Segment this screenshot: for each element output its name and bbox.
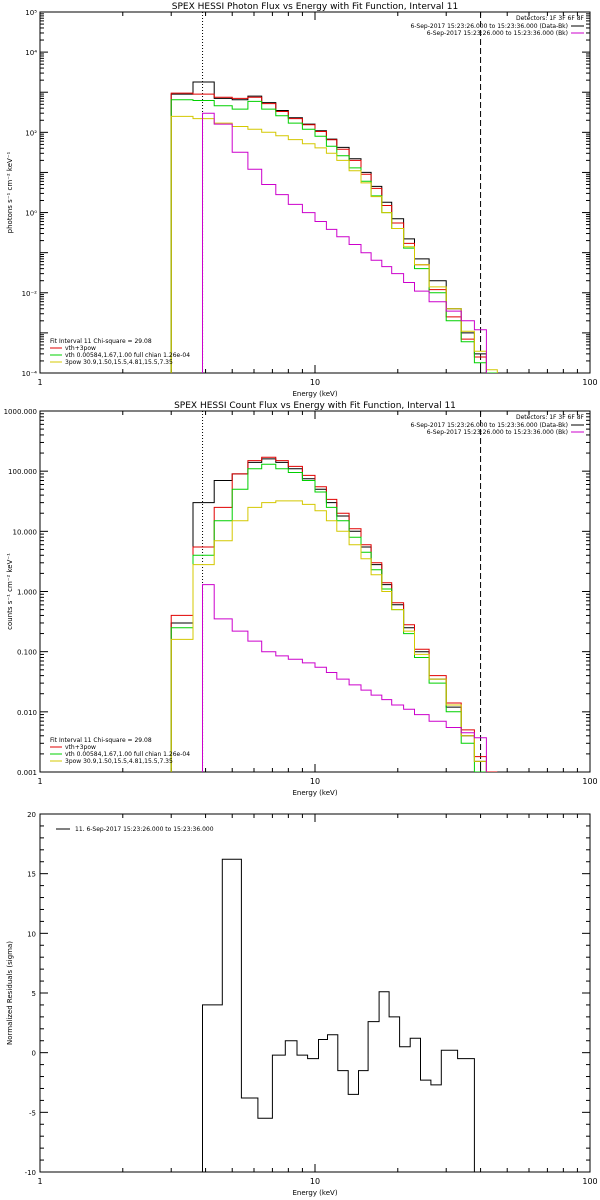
y-tick-label: 100.000 [8,468,37,476]
y-tick-label: 20 [27,811,36,819]
y-tick-label: -10 [25,1169,36,1177]
plot-frame [39,11,591,374]
legend-entry: 6-Sep-2017 15:23:26.000 to 15:23:36.000 … [427,30,568,37]
series-line-3 [170,463,487,772]
y-tick-label: 10⁰ [25,210,37,218]
series-line-4 [170,115,498,373]
series-line-2 [170,92,498,373]
legend-entry: 6-Sep-2017 15:23:26.000 to 15:23:36.000 … [410,422,568,429]
detectors-label: Detectors: 1F 3F 6F 8F [516,15,585,22]
series-line-5 [202,584,487,772]
y-axis-label: Normalized Residuals (sigma) [6,941,14,1045]
y-tick-label: 0 [32,1050,36,1058]
fit-legend-entry: vth 0.00584,1.67,1.00 full chian 1.26e-0… [65,751,190,758]
chart-2: SPEX HESSI Count Flux vs Energy with Fit… [4,401,598,797]
chart-1: SPEX HESSI Photon Flux vs Energy with Fi… [6,2,598,398]
y-tick-label: 5 [32,990,36,998]
y-axis-label: photons s⁻¹ cm⁻² keV⁻¹ [6,151,14,233]
plot-frame [39,813,591,1173]
y-tick-label: 10.000 [13,528,38,536]
x-tick-label: 100 [582,378,597,387]
series-line-2 [170,456,498,772]
residual-legend-entry: 11. 6-Sep-2017 15:23:26.000 to 15:23:36.… [75,826,214,833]
fit-legend-entry: vth 0.00584,1.67,1.00 full chian 1.26e-0… [65,352,190,359]
series-line-1 [170,81,487,373]
fit-legend-entry: 3pow 30.9,1.50,15.5,4.81,15.5,7.35 [65,359,173,366]
x-tick-label: 1 [37,1177,42,1186]
x-axis-label: Energy (keV) [292,789,337,797]
series-line-3 [170,99,498,373]
fit-legend-entry: vth+3pow [65,744,96,751]
chart-title: SPEX HESSI Photon Flux vs Energy with Fi… [172,2,458,12]
x-tick-label: 10 [310,777,320,786]
y-tick-label: 15 [27,871,36,879]
series-line-4 [170,500,487,772]
y-tick-label: 0.001 [17,769,37,777]
y-tick-label: 1000.000 [4,408,37,416]
detectors-label: Detectors: 1F 3F 6F 8F [516,414,585,421]
x-tick-label: 10 [310,378,320,387]
x-tick-label: 100 [582,1177,597,1186]
y-tick-label: 10⁻² [22,290,38,298]
y-tick-label: 10⁴ [25,49,37,57]
x-axis-label: Energy (keV) [292,390,337,398]
legend-entry: 6-Sep-2017 15:23:26.000 to 15:23:36.000 … [410,23,568,30]
fit-info-label: Fit Interval 11 Chi-square = 29.08 [50,737,152,744]
y-tick-label: 10² [25,129,37,137]
x-tick-label: 1 [37,378,42,387]
series-line-1 [202,858,481,1172]
chart-3: 1 10 100 Energy (keV) -10 -5 0 5 10 15 20 Normalize… [6,811,598,1197]
x-axis-label: Energy (keV) [292,1189,337,1197]
y-tick-label: 10⁵ [25,9,37,17]
fit-legend-entry: 3pow 30.9,1.50,15.5,4.81,15.5,7.35 [65,758,173,765]
fit-info-label: Fit Interval 11 Chi-square = 29.08 [50,338,152,345]
y-tick-label: 10⁻⁴ [22,370,38,378]
x-tick-label: 100 [582,777,597,786]
y-tick-label: 0.100 [17,649,37,657]
y-tick-label: 0.010 [17,709,37,717]
legend-entry: 6-Sep-2017 15:23:26.000 to 15:23:36.000 … [427,429,568,436]
plot-frame [39,410,591,773]
series-line-5 [202,112,487,373]
y-tick-label: 1.000 [17,589,37,597]
series-line-1 [170,458,498,772]
y-tick-label: -5 [29,1109,36,1117]
x-tick-label: 10 [310,1177,320,1186]
y-axis-label: counts s⁻¹ cm⁻² keV⁻¹ [6,553,14,630]
fit-legend-entry: vth+3pow [65,345,96,352]
chart-title: SPEX HESSI Count Flux vs Energy with Fit… [174,401,456,411]
x-tick-label: 1 [37,777,42,786]
y-tick-label: 10 [27,930,36,938]
